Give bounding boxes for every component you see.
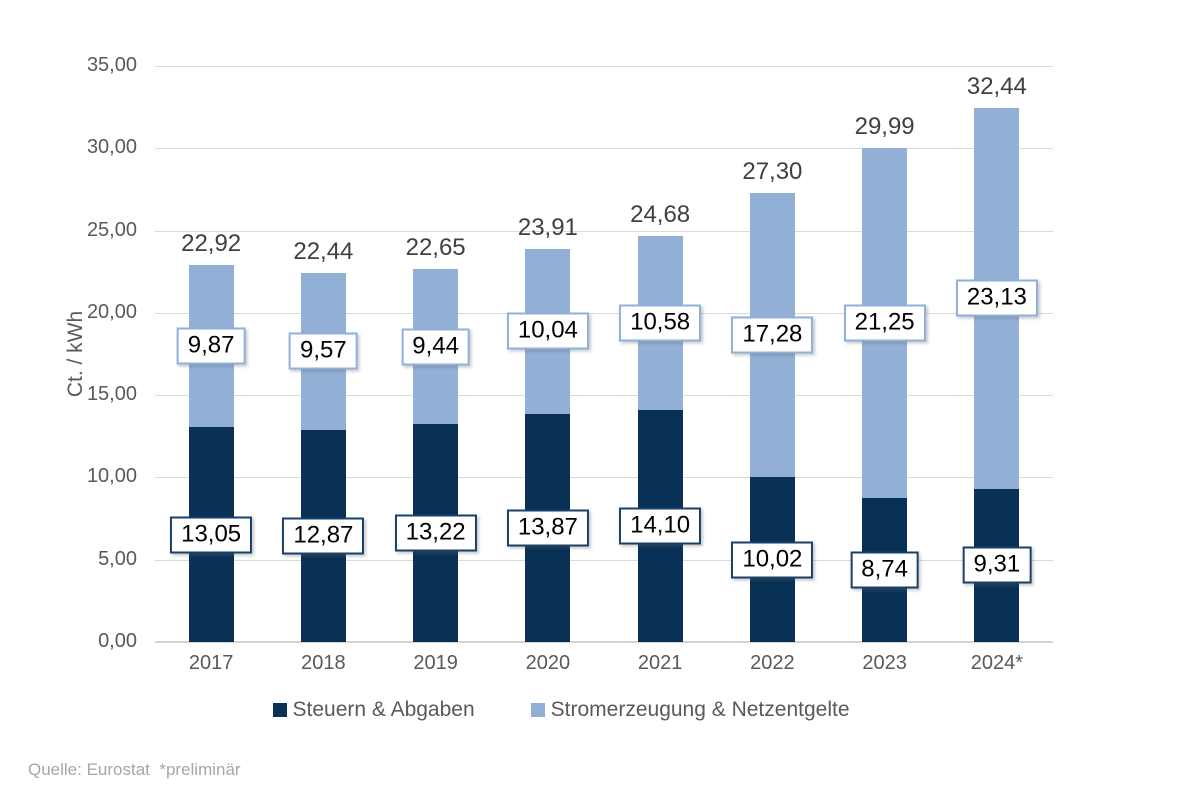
value-label-box-steuern-abgaben: 12,87	[282, 517, 365, 555]
value-label-box-stromerzeugung-netzentgelte: 9,87	[176, 327, 246, 365]
gridline	[155, 148, 1053, 150]
x-axis-label: 2018	[301, 652, 346, 674]
value-label-box-stromerzeugung-netzentgelte: 9,44	[401, 328, 470, 366]
total-label: 22,92	[181, 229, 242, 257]
value-label-box-stromerzeugung-netzentgelte: 23,13	[955, 279, 1038, 317]
value-label-box-steuern-abgaben: 13,22	[394, 514, 477, 552]
legend-swatch-stromerzeugung-netzentgelte	[530, 703, 545, 717]
x-axis-label: 2024*	[970, 652, 1024, 674]
value-label-box-steuern-abgaben: 8,74	[850, 551, 919, 589]
total-label: 32,44	[966, 73, 1027, 101]
legend-item-steuern-abgaben: Steuern & Abgaben	[272, 698, 475, 722]
y-tick-label: 0,00	[98, 630, 137, 652]
x-axis-label: 2023	[862, 652, 907, 674]
total-label: 27,30	[742, 157, 803, 185]
value-label-box-steuern-abgaben: 14,10	[619, 507, 702, 545]
legend-swatch-steuern-abgaben	[272, 703, 287, 717]
x-axis-label: 2020	[525, 652, 571, 674]
y-tick-label: 25,00	[86, 218, 137, 241]
total-label: 23,91	[517, 213, 578, 241]
x-axis-label: 2022	[750, 652, 795, 674]
x-axis-label: 2017	[188, 652, 234, 674]
gridline	[155, 559, 1053, 561]
value-label-box-steuern-abgaben: 10,02	[731, 541, 814, 579]
total-label: 22,44	[293, 237, 354, 265]
y-tick-label: 30,00	[86, 136, 137, 159]
value-label-box-steuern-abgaben: 9,31	[962, 546, 1032, 584]
total-label: 22,65	[405, 234, 466, 262]
legend-item-stromerzeugung-netzentgelte: Stromerzeugung & Netzentgelte	[530, 698, 850, 722]
gridline	[155, 395, 1053, 397]
y-tick-label: 35,00	[86, 54, 137, 76]
value-label-box-steuern-abgaben: 13,05	[170, 516, 253, 554]
value-label-box-stromerzeugung-netzentgelte: 9,57	[289, 332, 358, 370]
gridline	[155, 477, 1053, 479]
gridline	[155, 66, 1053, 67]
y-tick-label: 20,00	[86, 300, 137, 323]
y-tick-label: 5,00	[98, 547, 137, 570]
source-note: Quelle: Eurostat *preliminär	[28, 760, 241, 779]
y-tick-label: 10,00	[86, 465, 137, 488]
gridline	[155, 230, 1053, 232]
total-label: 24,68	[630, 200, 691, 228]
x-axis-label: 2019	[413, 652, 458, 674]
value-label-box-stromerzeugung-netzentgelte: 21,25	[843, 304, 926, 342]
value-label-box-steuern-abgaben: 13,87	[506, 509, 589, 547]
legend-label: Stromerzeugung & Netzentgelte	[550, 698, 850, 721]
legend: Steuern & Abgaben Stromerzeugung & Netzen…	[31, 698, 1091, 722]
total-label: 29,99	[854, 113, 915, 141]
x-axis-label: 2021	[637, 652, 683, 674]
value-label-box-stromerzeugung-netzentgelte: 10,58	[619, 304, 702, 342]
gridline	[155, 312, 1053, 314]
value-label-box-stromerzeugung-netzentgelte: 10,04	[506, 312, 589, 350]
gridline	[155, 641, 1053, 643]
value-label-box-stromerzeugung-netzentgelte: 17,28	[731, 316, 814, 354]
legend-label: Steuern & Abgaben	[292, 698, 475, 721]
y-tick-label: 15,00	[86, 383, 137, 406]
